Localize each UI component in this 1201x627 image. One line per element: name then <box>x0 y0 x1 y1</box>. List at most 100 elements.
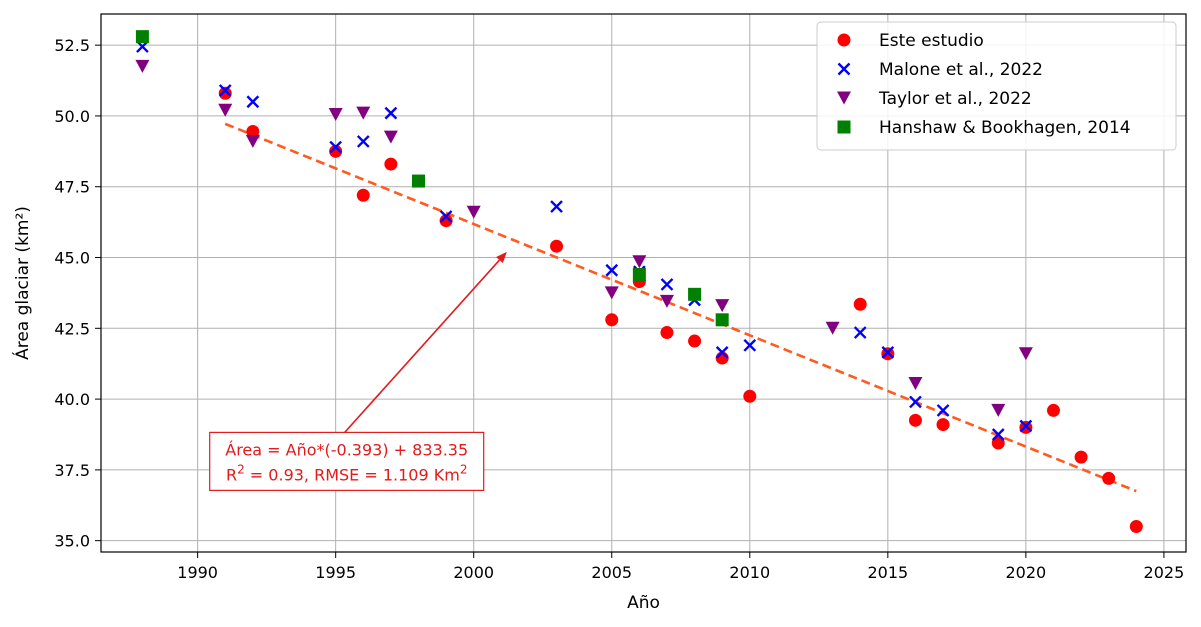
data-point <box>411 174 425 188</box>
legend-marker <box>837 91 851 105</box>
data-point <box>688 287 702 301</box>
data-point <box>135 59 150 73</box>
series-square <box>135 30 729 327</box>
data-point <box>356 106 371 120</box>
data-point <box>605 313 619 327</box>
plot-frame <box>100 13 1187 553</box>
y-tick-label: 47.5 <box>54 178 90 197</box>
legend-box <box>816 21 1177 151</box>
data-point <box>329 140 343 154</box>
data-point <box>466 205 481 219</box>
data-point <box>715 299 730 313</box>
annotation-layer: Área = Año*(-0.393) + 833.35 R 2 = 0.93, R… <box>209 251 507 491</box>
legend: Este estudio Malone et al., 2022 Taylor et… <box>816 21 1177 151</box>
data-point <box>632 255 647 269</box>
data-point <box>1046 403 1060 417</box>
annotation-box <box>209 431 485 491</box>
data-point <box>605 263 619 277</box>
data-point <box>659 294 674 308</box>
data-point <box>439 214 453 228</box>
series-triangle-down <box>135 59 1033 417</box>
data-point <box>439 210 453 223</box>
data-point <box>715 346 729 359</box>
legend-marker <box>837 33 851 47</box>
y-tick-label: 52.5 <box>54 36 90 55</box>
data-point <box>825 321 840 335</box>
annotation-text-part: R <box>226 465 237 484</box>
data-point <box>743 389 757 403</box>
x-tick-label: 2015 <box>867 563 908 582</box>
x-tick-label: 2010 <box>729 563 770 582</box>
data-point <box>246 95 260 109</box>
y-tick-label: 42.5 <box>54 319 90 338</box>
data-point <box>356 135 370 148</box>
data-point <box>383 130 398 144</box>
data-point <box>936 404 950 417</box>
axis-ticks: 1990 1995 2000 2005 2010 2015 2020 2025 35.0 37.5… <box>54 36 1184 582</box>
data-point <box>908 413 922 427</box>
data-point <box>329 144 343 158</box>
x-tick-label: 1990 <box>177 563 218 582</box>
y-tick-label: 45.0 <box>54 249 90 268</box>
data-point <box>991 428 1005 441</box>
x-tick-label: 2000 <box>453 563 494 582</box>
data-point <box>991 403 1006 417</box>
y-tick-label: 40.0 <box>54 390 90 409</box>
legend-label: Hanshaw & Bookhagen, 2014 <box>879 118 1131 138</box>
data-point <box>632 268 646 282</box>
annotation-arrow-line <box>344 259 501 433</box>
data-point <box>135 30 149 44</box>
data-point <box>743 338 757 352</box>
trendline-layer <box>224 122 1137 493</box>
superscript: 2 <box>460 462 468 476</box>
data-point <box>356 188 370 202</box>
x-tick-label: 1995 <box>315 563 356 582</box>
data-point <box>1019 419 1033 433</box>
data-point <box>218 84 232 97</box>
data-point <box>1102 471 1116 485</box>
data-point <box>991 436 1005 450</box>
y-axis-title: Área glaciar (km²) <box>11 206 33 360</box>
x-axis-title: Año <box>627 593 660 613</box>
legend-label: Taylor et al., 2022 <box>878 89 1032 109</box>
annotation-equation: Área = Año*(-0.393) + 833.35 <box>225 440 468 459</box>
data-point <box>936 418 950 432</box>
annotation-text-part: = 0.93, RMSE = 1.109 Km <box>245 465 460 484</box>
x-tick-label: 2020 <box>1006 563 1047 582</box>
data-point <box>218 86 232 100</box>
annotation-arrow-head <box>496 251 507 264</box>
trendline <box>224 122 1137 493</box>
annotation-stats: R2 = 0.93, RMSE = 1.109 Km2 <box>226 462 468 484</box>
y-tick-label: 50.0 <box>54 107 90 126</box>
y-tick-label: 37.5 <box>54 461 90 480</box>
y-tick-label: 35.0 <box>54 532 90 551</box>
data-point <box>1129 520 1143 534</box>
data-point <box>660 326 674 340</box>
data-point <box>384 157 398 171</box>
data-point <box>328 108 343 122</box>
data-point <box>688 334 702 348</box>
data-point <box>909 395 922 409</box>
data-point <box>604 286 619 300</box>
data-point <box>550 200 563 213</box>
data-point <box>245 134 260 148</box>
legend-label: Malone et al., 2022 <box>879 60 1043 80</box>
legend-marker <box>837 62 851 76</box>
data-points <box>135 30 1143 534</box>
data-point <box>1018 347 1033 361</box>
data-point <box>218 103 233 117</box>
data-point <box>853 297 867 311</box>
data-point <box>908 377 923 391</box>
data-point <box>384 106 398 120</box>
data-point <box>1074 450 1088 464</box>
data-point <box>715 313 729 327</box>
data-point <box>550 239 564 253</box>
legend-label: Este estudio <box>879 31 984 51</box>
legend-marker <box>837 120 851 134</box>
data-point <box>881 346 895 359</box>
x-tick-label: 2005 <box>591 563 632 582</box>
data-point <box>246 125 260 139</box>
x-tick-label: 2025 <box>1144 563 1185 582</box>
data-point <box>660 278 674 291</box>
